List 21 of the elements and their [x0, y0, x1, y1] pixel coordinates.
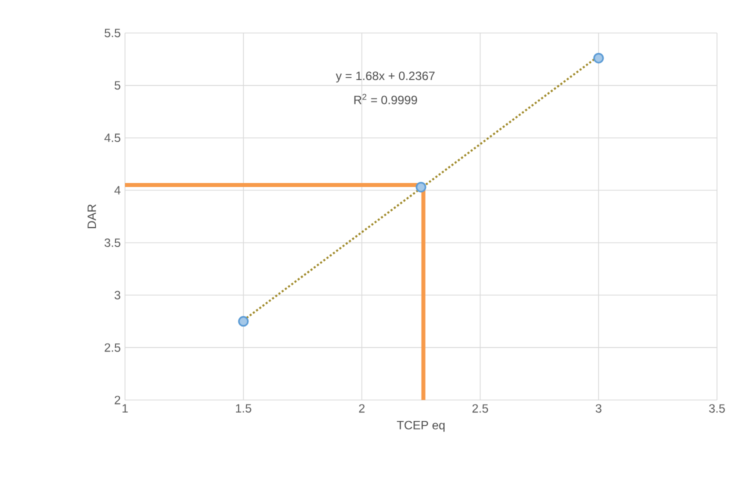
point — [416, 182, 426, 192]
y-axis-title: DAR — [88, 204, 96, 228]
point — [593, 52, 604, 64]
annotation: y = 1.68x + 0.2367 — [336, 72, 435, 82]
y-tick-label: 2.5 — [104, 343, 120, 352]
y-tick-label: 4.5 — [104, 134, 120, 142]
point — [238, 316, 249, 327]
x-tick-label: 1.5 — [236, 404, 252, 413]
x-tick-label: 2.5 — [472, 404, 488, 413]
x-tick-label: 3.5 — [709, 404, 725, 413]
y-tick-label: 5.5 — [104, 28, 120, 38]
y-tick-label: 3 — [114, 290, 120, 300]
y-tick-label: 3.5 — [104, 238, 120, 247]
x-tick-label: 2 — [359, 404, 365, 413]
y-tick-label: 5 — [114, 81, 120, 90]
y-tick-label: 2 — [114, 396, 120, 404]
annotation: R$^{2}$ = 0.9999 — [354, 94, 418, 104]
y-tick-label: 4 — [114, 186, 120, 194]
x-tick-label: 1 — [122, 404, 128, 412]
x-tick-label: 3 — [596, 404, 602, 413]
x-axis-title: TCEP eq — [396, 420, 445, 432]
